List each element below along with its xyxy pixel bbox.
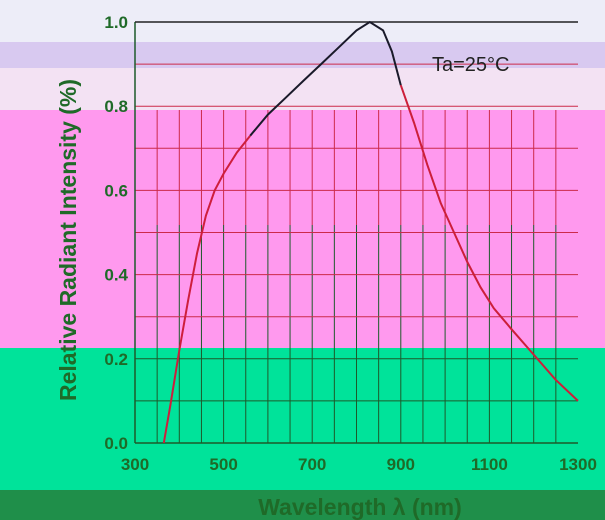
spectrum-curve: [162, 20, 579, 444]
background-band-5: [0, 490, 605, 520]
x-tick-label: 1300: [559, 455, 597, 474]
y-tick-label: 0.6: [104, 181, 128, 200]
curve-peak: [249, 20, 402, 137]
y-tick-label: 0.8: [104, 97, 128, 116]
y-tick-label: 0.4: [104, 266, 128, 285]
x-tick-label: 900: [387, 455, 415, 474]
x-tick-label: 500: [209, 455, 237, 474]
temperature-annotation: Ta=25°C: [432, 54, 510, 76]
background-band-2: [0, 68, 605, 110]
x-tick-label: 1100: [471, 455, 508, 474]
x-tick-label: 300: [121, 455, 149, 474]
curve-rise: [162, 135, 251, 444]
y-tick-labels: 0.0 0.2 0.4 0.6 0.8 1.0: [104, 13, 128, 453]
background-band-0: [0, 0, 605, 42]
curve-fall: [399, 84, 579, 402]
y-tick-label: 0.2: [104, 350, 128, 369]
y-tick-label: 0.0: [104, 434, 128, 453]
background-band-4: [0, 348, 605, 490]
y-tick-label: 1.0: [104, 13, 128, 32]
x-tick-labels: 300 500 700 900 1100 1300: [121, 455, 597, 474]
x-tick-label: 700: [298, 455, 326, 474]
x-axis-title: Wavelength λ (nm): [258, 494, 462, 520]
background-band-3: [0, 110, 605, 348]
y-axis-title: Relative Radiant Intensity (%): [55, 79, 81, 401]
plot-frame: [134, 21, 578, 444]
grid: [135, 63, 578, 443]
